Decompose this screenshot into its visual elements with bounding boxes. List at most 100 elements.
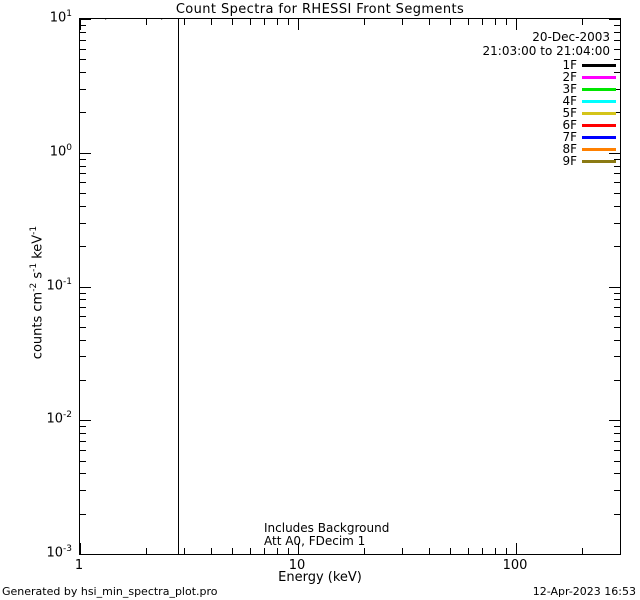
y-tick-label: 10-2 xyxy=(46,410,72,427)
y-tick-minor-right xyxy=(614,339,620,341)
y-tick-minor-right xyxy=(614,173,620,175)
y-tick-minor xyxy=(80,72,86,74)
y-tick-minor-right xyxy=(614,48,620,50)
x-tick-minor-top xyxy=(276,19,278,25)
x-tick-minor xyxy=(467,548,469,554)
x-tick-minor xyxy=(429,548,431,554)
x-tick-minor-top xyxy=(402,19,403,25)
x-tick-minor-top xyxy=(232,19,234,25)
legend-color-swatch xyxy=(582,123,616,127)
y-tick-major xyxy=(80,554,91,555)
x-tick-minor-top xyxy=(288,19,290,25)
y-tick-minor-right xyxy=(614,31,620,33)
y-tick-minor-right xyxy=(614,460,620,462)
legend-color-swatch xyxy=(582,111,616,115)
y-tick-minor xyxy=(80,39,86,41)
y-tick-minor xyxy=(80,165,86,167)
y-tick-minor xyxy=(80,112,86,114)
y-tick-minor-right xyxy=(614,88,620,90)
y-tick-minor xyxy=(80,25,86,27)
legend-item-label: 3F xyxy=(562,82,577,96)
hatch-line xyxy=(105,19,178,20)
y-tick-minor-right xyxy=(614,39,620,41)
legend-item-9f[interactable]: 9F xyxy=(436,155,616,167)
x-tick-major xyxy=(515,543,517,554)
y-tick-minor xyxy=(80,222,86,224)
x-tick-minor xyxy=(288,548,290,554)
x-tick-minor xyxy=(482,548,484,554)
legend-item-7f[interactable]: 7F xyxy=(436,131,616,143)
legend-item-label: 5F xyxy=(562,106,577,120)
legend-item-6f[interactable]: 6F xyxy=(436,119,616,131)
legend: 20-Dec-2003 21:03:00 to 21:04:00 1F 2F 3F 4… xyxy=(436,30,616,167)
y-tick-minor-right xyxy=(614,246,620,248)
legend-item-5f[interactable]: 5F xyxy=(436,107,616,119)
page-title: Count Spectra for RHESSI Front Segments xyxy=(175,2,465,17)
legend-item-1f[interactable]: 1F xyxy=(436,59,616,71)
y-tick-major xyxy=(80,286,91,288)
y-tick-major xyxy=(80,152,91,154)
y-tick-minor-right xyxy=(614,473,620,475)
y-tick-minor-right xyxy=(614,326,620,328)
y-tick-minor xyxy=(80,460,86,462)
x-tick-minor xyxy=(620,548,621,554)
y-tick-minor-right xyxy=(614,292,620,294)
y-tick-minor-right xyxy=(614,25,620,27)
hatch-line xyxy=(80,19,178,20)
y-tick-minor-right xyxy=(614,356,620,358)
hatch-line xyxy=(80,19,178,20)
legend-item-8f[interactable]: 8F xyxy=(436,143,616,155)
y-tick-minor-right xyxy=(614,316,620,318)
legend-color-swatch xyxy=(582,75,616,79)
y-tick-minor xyxy=(80,490,86,492)
x-tick-minor-top xyxy=(249,19,251,25)
x-tick-minor-top xyxy=(620,19,621,25)
y-tick-major-right xyxy=(609,286,620,288)
y-tick-minor xyxy=(80,379,86,381)
y-tick-minor-right xyxy=(614,426,620,428)
y-tick-minor-right xyxy=(614,299,620,301)
y-tick-minor xyxy=(80,299,86,301)
x-tick-minor-top xyxy=(467,19,469,25)
x-tick-minor xyxy=(184,548,185,554)
y-tick-minor-right xyxy=(614,449,620,451)
x-tick-minor xyxy=(450,548,452,554)
y-tick-minor xyxy=(80,48,86,50)
x-tick-label: 1 xyxy=(74,558,84,573)
legend-date: 20-Dec-2003 xyxy=(532,30,610,44)
y-tick-major-right xyxy=(609,420,620,422)
plot-area: Includes Background Att A0, FDecim 1 xyxy=(79,18,621,555)
legend-entries: 1F 2F 3F 4F 5F 6F 7F 8F 9F xyxy=(436,59,616,167)
hatch-line xyxy=(80,19,178,20)
x-tick-minor-top xyxy=(494,19,496,25)
y-tick-label: 10-1 xyxy=(46,276,72,293)
x-tick-minor-top xyxy=(581,19,583,25)
y-tick-minor-right xyxy=(614,490,620,492)
hatch-line xyxy=(80,19,178,20)
footer-generator: Generated by hsi_min_spectra_plot.pro xyxy=(2,585,218,598)
legend-item-label: 6F xyxy=(562,118,577,132)
y-tick-minor xyxy=(80,473,86,475)
x-tick-major-top xyxy=(515,19,517,30)
y-tick-minor xyxy=(80,182,86,184)
y-tick-minor xyxy=(80,326,86,328)
y-tick-label: 101 xyxy=(49,9,72,26)
y-tick-minor xyxy=(80,59,86,61)
y-tick-minor-right xyxy=(614,193,620,194)
y-tick-minor xyxy=(80,158,86,160)
legend-color-swatch xyxy=(582,135,616,139)
x-tick-minor-top xyxy=(482,19,484,25)
legend-item-3f[interactable]: 3F xyxy=(436,83,616,95)
x-tick-minor xyxy=(620,548,621,554)
hatch-line xyxy=(80,19,178,20)
y-tick-minor-right xyxy=(614,513,620,515)
legend-color-swatch xyxy=(582,63,616,67)
y-tick-minor-right xyxy=(614,158,620,160)
x-tick-label: 10 xyxy=(288,558,306,573)
legend-item-label: 2F xyxy=(562,70,577,84)
legend-item-2f[interactable]: 2F xyxy=(436,71,616,83)
y-axis-title: counts cm-2 s-1 keV-1 xyxy=(29,173,45,413)
y-tick-minor xyxy=(80,246,86,248)
legend-item-4f[interactable]: 4F xyxy=(436,95,616,107)
y-tick-major-right xyxy=(609,152,620,154)
